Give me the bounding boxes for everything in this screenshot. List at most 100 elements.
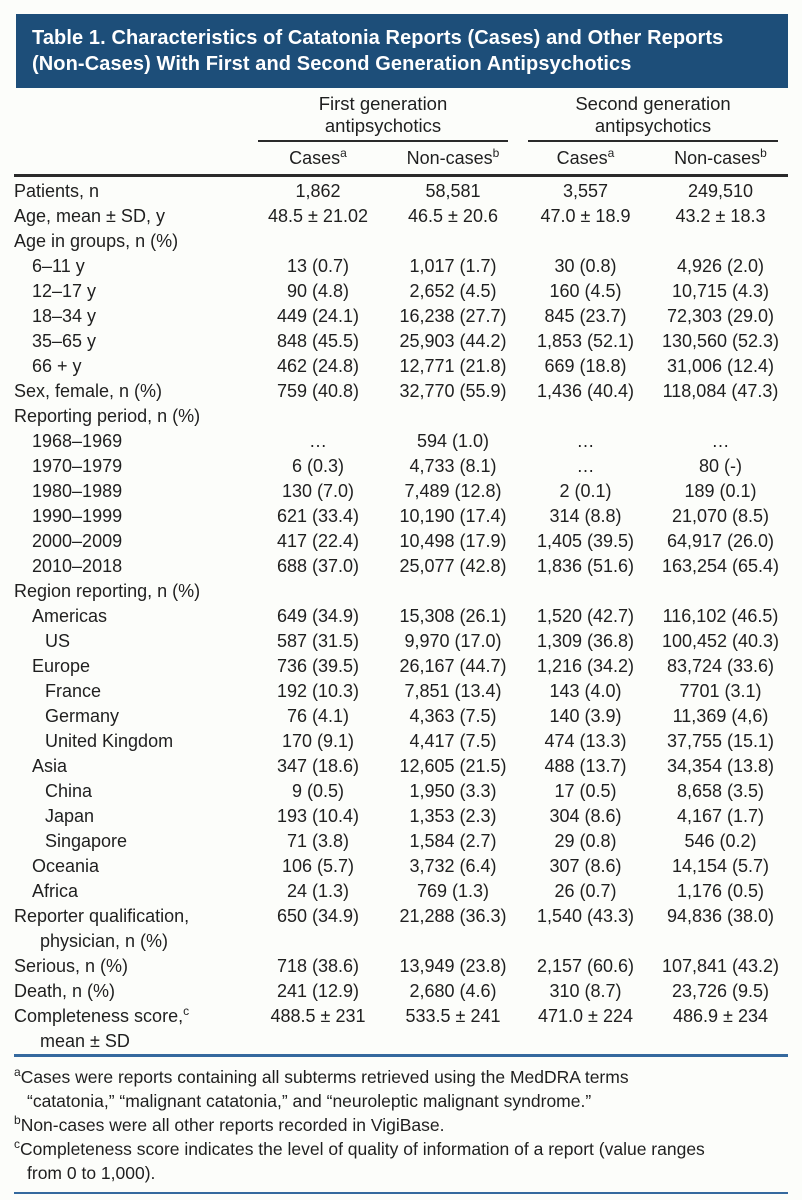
table-row: Oceania 106 (5.7) 3,732 (6.4) 307 (8.6) 14,1… bbox=[14, 854, 788, 879]
data-cell: 736 (39.5) bbox=[276, 656, 360, 676]
group-label-line: antipsychotics bbox=[594, 115, 712, 136]
data-cell: 29 (0.8) bbox=[554, 831, 617, 851]
data-cell: 116,102 (46.5) bbox=[662, 606, 779, 626]
row-label: 66 + y bbox=[32, 356, 82, 376]
footnote-marker: a bbox=[14, 1064, 21, 1079]
table-row: Serious, n (%) 718 (38.6) 13,949 (23.8) 2,1… bbox=[14, 954, 788, 979]
data-cell: 1,309 (36.8) bbox=[536, 631, 635, 651]
footnote-continuation: “catatonia,” “malignant catatonia,” and … bbox=[27, 1090, 592, 1111]
table-row: Africa 24 (1.3) 769 (1.3) 26 (0.7) 1,176 (0.… bbox=[14, 879, 788, 904]
table-title-line-2: (Non-Cases) With First and Second Genera… bbox=[32, 53, 632, 75]
row-label: Sex, female, n (%) bbox=[14, 381, 163, 401]
data-cell: 189 (0.1) bbox=[684, 481, 757, 501]
data-cell: 72,303 (29.0) bbox=[666, 306, 775, 326]
data-cell: 1,017 (1.7) bbox=[409, 256, 497, 276]
data-cell: 718 (38.6) bbox=[276, 956, 360, 976]
group-underline-rule bbox=[258, 140, 508, 142]
data-cell: 845 (23.7) bbox=[544, 306, 627, 326]
table-row: France 192 (10.3) 7,851 (13.4) 143 (4.0) 770… bbox=[14, 679, 788, 704]
row-label: 18–34 y bbox=[32, 306, 97, 326]
data-cell: 3,557 bbox=[562, 181, 609, 201]
data-cell: 4,167 (1.7) bbox=[676, 806, 765, 826]
bottom-rule bbox=[14, 1191, 788, 1194]
data-cell: 533.5 ± 241 bbox=[405, 1006, 501, 1026]
data-cell: 9,970 (17.0) bbox=[404, 631, 502, 651]
data-cell: 13 (0.7) bbox=[286, 256, 350, 276]
row-label: Singapore bbox=[45, 831, 128, 851]
row-label: Americas bbox=[32, 606, 108, 626]
table-row: 1968–1969… 594 (1.0)…… bbox=[14, 429, 788, 454]
footnote-marker: c bbox=[183, 1004, 190, 1018]
data-cell: 1,584 (2.7) bbox=[409, 831, 497, 851]
data-cell: 16,238 (27.7) bbox=[399, 306, 507, 326]
row-label: Europe bbox=[32, 656, 91, 676]
footnote: cCompleteness score indicates the level … bbox=[14, 1136, 705, 1159]
data-cell: 488.5 ± 231 bbox=[270, 1006, 366, 1026]
data-cell: 1,853 (52.1) bbox=[536, 331, 635, 351]
group-label-line: Second generation bbox=[575, 93, 731, 114]
data-cell: 2,680 (4.6) bbox=[409, 981, 497, 1001]
data-cell: 1,176 (0.5) bbox=[676, 881, 765, 901]
data-cell: 449 (24.1) bbox=[276, 306, 360, 326]
data-cell: 192 (10.3) bbox=[276, 681, 360, 701]
data-cell: 1,520 (42.7) bbox=[536, 606, 635, 626]
table-row: 2000–2009 417 (22.4) 10,498 (17.9) 1,405 (3… bbox=[14, 529, 788, 554]
subcol-header-noncases-fga: Non-casesb bbox=[406, 146, 500, 168]
data-cell: 649 (34.9) bbox=[276, 606, 360, 626]
row-label: Reporting period, n (%) bbox=[14, 406, 201, 426]
row-label: 12–17 y bbox=[32, 281, 97, 301]
data-cell: 4,733 (8.1) bbox=[409, 456, 497, 476]
data-cell: 160 (4.5) bbox=[549, 281, 622, 301]
data-cell: 1,540 (43.3) bbox=[536, 906, 635, 926]
table-title-line-1: Table 1. Characteristics of Catatonia Re… bbox=[32, 27, 724, 49]
data-cell: 80 (-) bbox=[698, 456, 742, 476]
table-row: Patients, n 1,862 58,581 3,557 249,510 bbox=[14, 179, 788, 204]
data-cell: 26,167 (44.7) bbox=[399, 656, 507, 676]
table-row: US 587 (31.5) 9,970 (17.0) 1,309 (36.8) 100,… bbox=[14, 629, 788, 654]
data-cell: 10,715 (4.3) bbox=[671, 281, 770, 301]
table-row: Japan 193 (10.4) 1,353 (2.3) 304 (8.6) 4,167… bbox=[14, 804, 788, 829]
data-cell: 14,154 (5.7) bbox=[671, 856, 770, 876]
table-row: 35–65 y 848 (45.5) 25,903 (44.2) 1,853 (52.… bbox=[14, 329, 788, 354]
table-row: Singapore 71 (3.8) 1,584 (2.7) 29 (0.8) 546 … bbox=[14, 829, 788, 854]
table-row: 12–17 y 90 (4.8) 2,652 (4.5) 160 (4.5) 10,71… bbox=[14, 279, 788, 304]
row-label: Reporter qualification, physician, n (%) bbox=[14, 904, 248, 954]
data-cell: 130,560 (52.3) bbox=[661, 331, 780, 351]
data-cell: 32,770 (55.9) bbox=[399, 381, 507, 401]
row-label: 1980–1989 bbox=[32, 481, 123, 501]
footnote-marker: c bbox=[14, 1136, 20, 1151]
data-cell: 64,917 (26.0) bbox=[666, 531, 775, 551]
data-cell: 47.0 ± 18.9 bbox=[540, 206, 631, 226]
data-cell: 8,658 (3.5) bbox=[676, 781, 765, 801]
row-label: 1990–1999 bbox=[32, 506, 123, 526]
table-row: Asia 347 (18.6) 12,605 (21.5) 488 (13.7) 34,… bbox=[14, 754, 788, 779]
data-cell: 1,436 (40.4) bbox=[536, 381, 635, 401]
row-label: 1970–1979 bbox=[32, 456, 123, 476]
data-cell: 769 (1.3) bbox=[416, 881, 490, 901]
table-row: Europe 736 (39.5) 26,167 (44.7) 1,216 (34.2… bbox=[14, 654, 788, 679]
data-cell: 1,862 bbox=[295, 181, 341, 201]
data-cell: 462 (24.8) bbox=[276, 356, 360, 376]
data-cell: 471.0 ± 224 bbox=[538, 1006, 633, 1026]
data-cell: 12,771 (21.8) bbox=[399, 356, 507, 376]
footnote-marker: b bbox=[14, 1112, 21, 1127]
data-cell: 170 (9.1) bbox=[281, 731, 355, 751]
table-body: Patients, n 1,862 58,581 3,557 249,510 Age, m… bbox=[14, 177, 788, 1054]
data-cell: 759 (40.8) bbox=[276, 381, 360, 401]
row-label: Region reporting, n (%) bbox=[14, 581, 201, 601]
table-row: Age, mean ± SD, y 48.5 ± 21.02 46.5 ± 20.6… bbox=[14, 204, 788, 229]
data-cell: 546 (0.2) bbox=[684, 831, 757, 851]
data-cell: 76 (4.1) bbox=[286, 706, 350, 726]
row-label: Asia bbox=[32, 756, 68, 776]
data-cell: 1,353 (2.3) bbox=[409, 806, 497, 826]
table-row: 18–34 y 449 (24.1) 16,238 (27.7) 845 (23.7)… bbox=[14, 304, 788, 329]
data-cell: 37,755 (15.1) bbox=[666, 731, 775, 751]
data-cell: 46.5 ± 20.6 bbox=[408, 206, 498, 226]
data-cell: 25,077 (42.8) bbox=[399, 556, 507, 576]
subcolumn-header-row: Casesa Non-casesb Casesa Non-casesb bbox=[14, 142, 788, 174]
data-cell: 7,851 (13.4) bbox=[404, 681, 502, 701]
data-cell: 13,949 (23.8) bbox=[399, 956, 507, 976]
row-label: Germany bbox=[45, 706, 120, 726]
footnote: aCases were reports containing all subte… bbox=[14, 1064, 629, 1087]
